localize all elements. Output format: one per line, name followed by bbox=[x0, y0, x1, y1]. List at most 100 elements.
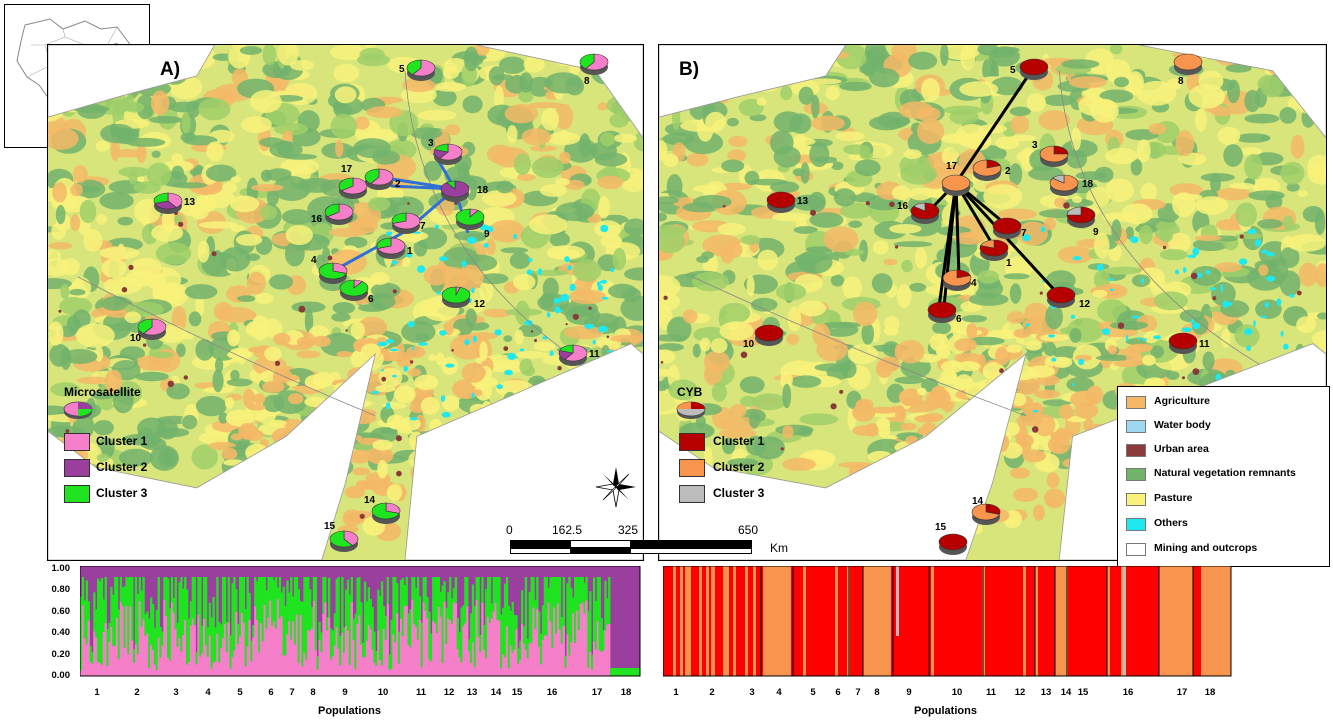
land-use-patch bbox=[1110, 320, 1149, 330]
land-use-patch bbox=[1221, 328, 1231, 348]
land-use-patch bbox=[835, 45, 868, 70]
x-tick-b: 6 bbox=[835, 687, 841, 698]
admixture-bar-cluster-1 bbox=[320, 652, 323, 676]
x-tick-b: 9 bbox=[906, 687, 912, 698]
admixture-bar-cluster-3 bbox=[273, 580, 276, 622]
land-use-patch bbox=[1217, 126, 1241, 146]
land-use-patch bbox=[518, 324, 543, 337]
admixture-bar-cluster-1 bbox=[106, 665, 109, 676]
population-label: 18 bbox=[477, 185, 489, 196]
land-use-patch bbox=[840, 202, 873, 219]
pie-slice bbox=[1168, 332, 1198, 350]
map-panel-b: 5 8 3 17 2 18 13 16 7 9 1 4 6 12 10 11 14 15 B) CYB Clust… bbox=[658, 44, 1327, 561]
land-use-patch bbox=[547, 131, 581, 146]
admixture-bar-cluster-3 bbox=[189, 601, 193, 626]
admixture-bar-cluster-3 bbox=[549, 577, 552, 622]
admixture-bar-cluster-3 bbox=[367, 587, 370, 625]
admixture-bar-cluster-3 bbox=[216, 577, 219, 634]
land-use-patch bbox=[871, 273, 893, 294]
admixture-bar-cluster-1 bbox=[134, 644, 138, 676]
land-use-patch bbox=[727, 458, 759, 468]
land-use-patch bbox=[181, 111, 191, 135]
admixture-bar-cluster-1 bbox=[343, 652, 346, 676]
land-use-patch bbox=[598, 196, 610, 219]
admixture-bar-cluster-3 bbox=[168, 608, 172, 661]
land-use-patch bbox=[770, 130, 794, 156]
admixture-bar-cluster-1 bbox=[492, 611, 495, 676]
admixture-bar-cluster-1 bbox=[464, 623, 467, 676]
admixture-bar-cluster-3 bbox=[413, 577, 416, 624]
admixture-bar-cluster-2 bbox=[706, 566, 709, 676]
population-label: 18 bbox=[1082, 179, 1094, 190]
admixture-bar-cluster-3 bbox=[356, 577, 359, 625]
land-use-patch bbox=[1244, 89, 1261, 113]
admixture-bar-cluster-3 bbox=[299, 601, 302, 616]
admixture-bar-cluster-3 bbox=[566, 583, 569, 635]
x-tick-a: 16 bbox=[546, 687, 558, 698]
admixture-bar-cluster-3 bbox=[496, 577, 499, 620]
population-pie bbox=[1019, 58, 1049, 80]
admixture-bar-cluster-3 bbox=[541, 605, 545, 640]
land-use-patch bbox=[230, 369, 240, 381]
admixture-bar-cluster-3 bbox=[339, 636, 342, 666]
land-use-patch bbox=[512, 273, 536, 291]
land-use-patch bbox=[214, 357, 224, 373]
land-use-patch bbox=[790, 375, 822, 388]
admixture-bar-cluster-3 bbox=[191, 577, 194, 619]
admixture-bar-cluster-1 bbox=[140, 626, 143, 676]
admixture-bar-cluster-3 bbox=[530, 577, 533, 643]
admixture-bar-cluster-3 bbox=[309, 589, 312, 631]
others-patch bbox=[513, 233, 518, 240]
land-use-patch bbox=[181, 333, 195, 340]
urban-patch bbox=[409, 360, 414, 364]
structure-plot-b bbox=[662, 565, 1233, 678]
land-use-patch bbox=[128, 170, 138, 185]
others-patch bbox=[1191, 322, 1201, 330]
agriculture-patch bbox=[894, 343, 903, 360]
land-use-patch bbox=[917, 118, 945, 144]
urban-patch bbox=[839, 389, 844, 394]
others-patch bbox=[479, 224, 489, 231]
lu-swatch-pasture bbox=[1126, 493, 1146, 506]
structure-plot-a bbox=[79, 565, 642, 678]
admixture-bar-cluster-3 bbox=[581, 577, 584, 603]
agriculture-patch bbox=[1143, 331, 1159, 344]
admixture-bar-cluster-3 bbox=[528, 591, 531, 644]
admixture-bar-cluster-3 bbox=[558, 577, 562, 630]
admixture-bar-cluster-3 bbox=[326, 617, 329, 631]
land-use-patch bbox=[50, 382, 80, 397]
agriculture-patch bbox=[227, 350, 252, 360]
land-use-patch bbox=[1260, 134, 1270, 141]
land-use-patch bbox=[457, 264, 484, 291]
admixture-bar-cluster-3 bbox=[551, 577, 554, 648]
admixture-bar-cluster-3 bbox=[509, 610, 512, 646]
scale-label-0: 0 bbox=[506, 523, 513, 537]
land-use-patch bbox=[379, 427, 398, 435]
others-patch bbox=[1025, 323, 1030, 327]
admixture-bar-cluster-3 bbox=[231, 583, 234, 658]
land-use-patch bbox=[1136, 80, 1177, 106]
admixture-bar-cluster-1 bbox=[394, 642, 397, 676]
others-patch bbox=[1048, 334, 1055, 338]
lu-label-mining: Mining and outcrops bbox=[1154, 542, 1258, 554]
land-use-patch bbox=[1042, 399, 1072, 407]
population-label: 17 bbox=[946, 161, 958, 172]
admixture-bar-cluster-3 bbox=[422, 577, 425, 603]
land-use-patch bbox=[532, 269, 569, 276]
agriculture-patch bbox=[268, 419, 287, 427]
admixture-bar-cluster-3 bbox=[390, 619, 393, 669]
land-use-patch bbox=[612, 248, 627, 271]
admixture-bar-cluster-1 bbox=[286, 634, 289, 676]
admixture-bar-cluster-1 bbox=[575, 610, 579, 676]
admixture-bar-cluster-1 bbox=[534, 628, 537, 676]
lu-swatch-mining bbox=[1126, 543, 1146, 556]
admixture-bar-cluster-3 bbox=[250, 640, 253, 661]
land-use-patch bbox=[986, 329, 1022, 340]
admixture-bar-cluster-2 bbox=[931, 566, 934, 676]
admixture-bar-cluster-3 bbox=[167, 578, 170, 658]
land-use-patch bbox=[180, 132, 197, 142]
land-use-patch bbox=[410, 127, 443, 140]
land-use-patch bbox=[486, 144, 514, 164]
land-use-patch bbox=[728, 135, 748, 148]
land-use-patch bbox=[724, 241, 743, 259]
